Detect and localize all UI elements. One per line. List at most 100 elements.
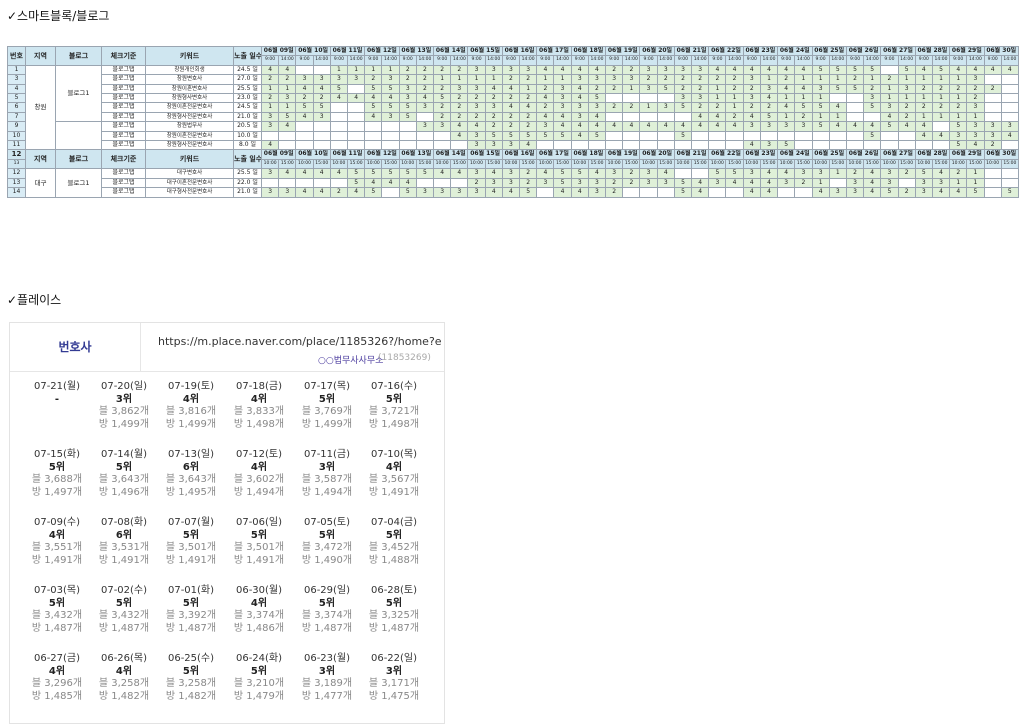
cell-rank: 4 bbox=[759, 187, 779, 198]
place-day-card: 07-05(토) 5위 블 3,472개 방 1,490개 bbox=[296, 517, 358, 567]
cell-rank: 2 bbox=[415, 74, 435, 85]
cell-rank bbox=[415, 177, 435, 189]
place-day-card: 07-14(월) 5위 블 3,643개 방 1,496개 bbox=[93, 449, 155, 499]
cell-rank bbox=[622, 140, 641, 151]
place-day-card: 07-13(일) 6위 블 3,643개 방 1,495개 bbox=[160, 449, 222, 499]
cell-rank bbox=[329, 121, 349, 132]
cell-rank bbox=[1000, 168, 1019, 179]
cell-rank bbox=[845, 93, 865, 104]
place-url-link[interactable]: https://m.place.naver.com/place/1185326?… bbox=[158, 335, 442, 348]
header-date: 06월 15일 bbox=[467, 45, 503, 57]
header-date: 06월 16일 bbox=[501, 149, 538, 160]
cell-rank: 4 bbox=[295, 111, 314, 123]
header-time: 15:00 bbox=[931, 158, 951, 170]
cell-rank bbox=[914, 140, 933, 151]
day-visit-count: 방 1,499개 bbox=[301, 418, 353, 430]
cell-rank bbox=[983, 168, 1002, 179]
cell-rank: 3 bbox=[587, 102, 607, 113]
place-section-title: ✓플레이스 bbox=[7, 293, 62, 307]
header-time: 14:00 bbox=[622, 55, 641, 66]
cell-rank: 3 bbox=[553, 83, 572, 95]
cell-rank: 4 bbox=[794, 64, 813, 76]
cell-rank: 2 bbox=[519, 168, 538, 179]
header-time: 14:00 bbox=[415, 55, 435, 66]
cell-rank: 1 bbox=[639, 102, 658, 113]
cell-rank: 1 bbox=[622, 83, 641, 95]
cell-rank: 5 bbox=[725, 168, 744, 179]
cell-rank: 4 bbox=[501, 102, 521, 113]
cell-rank: 4 bbox=[759, 177, 779, 189]
header-time: 15:00 bbox=[759, 158, 779, 170]
cell-rank: 5 bbox=[347, 177, 366, 189]
cell-rank: 3 bbox=[278, 187, 297, 198]
cell-rank: 4 bbox=[777, 168, 796, 179]
cell-rank bbox=[725, 187, 744, 198]
row-number: 13 bbox=[7, 177, 26, 189]
cell-rank: 3 bbox=[811, 168, 830, 179]
header-time: 14:00 bbox=[931, 55, 951, 66]
day-rank: 5위 bbox=[318, 393, 336, 405]
cell-rank: 4 bbox=[553, 64, 572, 76]
cell-rank: 5 bbox=[828, 83, 847, 95]
cell-rank: 1 bbox=[828, 74, 847, 85]
day-blog-count: 블 3,816개 bbox=[165, 406, 217, 417]
cell-criteria: 블로그탭 bbox=[101, 74, 146, 85]
cell-rank: 1 bbox=[811, 111, 830, 123]
cell-rank: 2 bbox=[587, 83, 607, 95]
place-day-card: 07-11(금) 3위 블 3,587개 방 1,494개 bbox=[296, 449, 358, 499]
cell-rank: 2 bbox=[260, 93, 280, 104]
cell-rank: 4 bbox=[863, 121, 882, 132]
cell-exposure-days: 8.0 일 bbox=[233, 140, 262, 151]
cell-rank: 3 bbox=[553, 102, 572, 113]
cell-rank: 5 bbox=[708, 168, 727, 179]
day-rank: 4위 bbox=[48, 665, 66, 677]
cell-rank: 2 bbox=[329, 187, 349, 198]
cell-rank: 3 bbox=[691, 64, 710, 76]
header-date: 06월 09일 bbox=[260, 149, 297, 160]
day-blog-count: 블 3,688개 bbox=[31, 474, 83, 485]
cell-rank bbox=[278, 130, 297, 142]
header-date: 06월 26일 bbox=[845, 149, 882, 160]
cell-rank: 2 bbox=[519, 177, 538, 189]
cell-rank: 2 bbox=[501, 93, 521, 104]
cell-rank: 3 bbox=[777, 121, 796, 132]
cell-rank: 5 bbox=[845, 64, 865, 76]
cell-keyword: 창원형사전문변호사 bbox=[145, 111, 234, 123]
cell-rank bbox=[639, 93, 658, 104]
header-time: 15:00 bbox=[897, 158, 916, 170]
cell-rank: 2 bbox=[914, 83, 933, 95]
cell-rank: 4 bbox=[501, 83, 521, 95]
cell-rank: 3 bbox=[260, 121, 280, 132]
cell-rank: 3 bbox=[639, 168, 658, 179]
cell-rank: 3 bbox=[587, 177, 607, 189]
cell-exposure-days: 24.5 일 bbox=[233, 102, 262, 113]
cell-rank bbox=[553, 140, 572, 151]
day-rank: 5위 bbox=[318, 597, 336, 609]
cell-rank: 1 bbox=[931, 74, 951, 85]
cell-rank: 2 bbox=[863, 83, 882, 95]
day-rank: 3위 bbox=[318, 461, 336, 473]
day-date: 07-17(목) bbox=[303, 381, 351, 392]
cell-rank bbox=[1000, 74, 1019, 85]
day-visit-count: 방 1,487개 bbox=[165, 622, 217, 634]
cell-rank: 4 bbox=[966, 64, 985, 76]
blog-ranking-table: 번호 지역 블로그 체크기준 키워드 노출 일수 06월 09일 06월 10일 06월 11일… bbox=[7, 45, 1019, 198]
cell-rank: 1 bbox=[347, 64, 366, 76]
cell-rank: 5 bbox=[777, 140, 796, 151]
cell-rank: 3 bbox=[467, 187, 486, 198]
cell-rank: 3 bbox=[880, 102, 899, 113]
cell-rank: 5 bbox=[484, 130, 503, 142]
cell-rank: 3 bbox=[742, 121, 761, 132]
header-time: 10:00 bbox=[914, 158, 933, 170]
cell-rank: 2 bbox=[433, 102, 452, 113]
cell-rank: 3 bbox=[639, 177, 658, 189]
header-date: 06월 23일 bbox=[742, 45, 779, 57]
place-day-card: 07-04(금) 5위 블 3,452개 방 1,488개 bbox=[363, 517, 425, 567]
header-time: 9:00 bbox=[260, 55, 280, 66]
day-blog-count: 블 3,325개 bbox=[368, 610, 420, 621]
cell-rank: 4 bbox=[725, 64, 744, 76]
day-blog-count: 블 3,501개 bbox=[165, 542, 217, 553]
cell-rank: 4 bbox=[484, 83, 503, 95]
